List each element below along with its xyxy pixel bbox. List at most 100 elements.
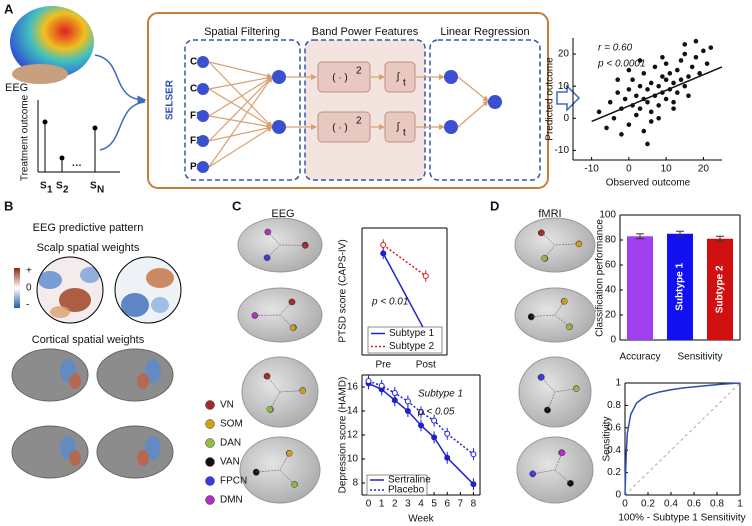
x-tick-label: Pre [375,360,391,371]
point [645,99,650,105]
stage-title: Spatial Filtering [204,26,280,38]
node [444,70,458,84]
brain-edge [554,243,579,246]
subject-sub: N [97,185,104,196]
brain-edge [554,388,577,393]
axis-label: Treatment outcome [20,94,31,181]
point [652,64,658,70]
x-tick-label: 1 [737,499,743,510]
node [197,110,209,122]
legend-label: Subtype 1 [389,328,434,339]
marker [422,272,429,279]
head-face [12,64,68,84]
y-tick-label: 0.4 [607,445,621,456]
x-axis-label: Week [408,514,434,525]
x-tick-label: 0.2 [641,499,655,510]
bar [707,238,733,340]
point [648,80,654,86]
cortex-weight [69,373,81,389]
x-tick-label: 0.4 [664,499,678,510]
node [197,161,209,173]
stem-dot [59,155,65,161]
brain-edge [267,375,281,393]
bar-label: Subtype 1 [675,263,686,311]
y-tick-label: 10 [558,81,570,92]
head-map [10,6,94,78]
point [671,99,676,105]
brain-edge [269,391,281,410]
x-tick-label: 0 [622,499,628,510]
marker [365,378,372,384]
y-axis-label: Sensitivity [602,416,613,461]
point [697,71,702,76]
marker [431,417,438,424]
subtitle: Cortical spatial weights [32,334,145,346]
legend-label: FPCN [220,476,247,487]
panel-label: D [490,198,499,213]
point [675,67,680,73]
scalp-map [115,257,181,323]
error-bar [716,235,724,242]
legend-marker [205,495,215,505]
point [663,61,669,66]
marker [444,430,451,437]
scalp-outline [36,256,104,324]
x-tick-label: Post [416,360,436,371]
brain-edge [531,314,556,317]
point [663,77,669,83]
point [678,77,684,83]
y-tick-label: 10 [347,454,359,465]
node [272,120,286,134]
marker [418,409,424,416]
point [630,77,635,83]
legend-label: Placebo [388,485,425,496]
panel-label: A [4,1,14,16]
point [686,74,691,79]
marker [444,454,451,461]
op-box [317,61,371,93]
legend-marker [205,457,215,467]
y-axis-label: Depression score (HAMD) [338,377,349,494]
group-label: Sensitivity [677,352,722,363]
legend-marker [205,400,215,410]
op-box [384,61,416,93]
channel-label: F1 [190,111,202,122]
brain-edge [279,314,294,328]
subject: S [90,181,97,192]
edge [457,100,489,128]
annotation: Subtype 1 [418,389,463,400]
point [689,64,695,70]
x-tick-label: 0.6 [687,499,701,510]
stem-dot [42,119,48,125]
scalp-outline [114,256,182,324]
bar-label: Subtype 2 [715,265,726,313]
bar [667,233,693,340]
edge [208,76,273,117]
y-tick-label: 0 [615,490,621,501]
point [701,48,706,54]
colorbar [14,268,20,308]
op-text: ( · ) [332,73,348,84]
x-tick-label: 5 [431,499,437,510]
legend-label: VAN [220,457,240,468]
node [272,70,286,84]
legend-label: VN [220,400,234,411]
point [637,58,643,63]
panel-label: B [4,198,13,213]
y-axis-label: PTSD score (CAPS-IV) [338,239,349,342]
panel-label: C [232,198,242,213]
cortex-weight [145,359,161,383]
marker [380,250,387,257]
op-sup: 2 [356,116,362,127]
modality: EEG [271,208,294,220]
point [622,96,628,102]
edge [208,76,273,142]
point [611,115,617,121]
brain-edge [256,469,281,473]
colorbar-label: - [26,300,29,311]
point [615,90,620,95]
reference-line [624,382,741,496]
op-box [384,111,416,143]
brain-edge [279,469,295,485]
point [693,54,699,60]
